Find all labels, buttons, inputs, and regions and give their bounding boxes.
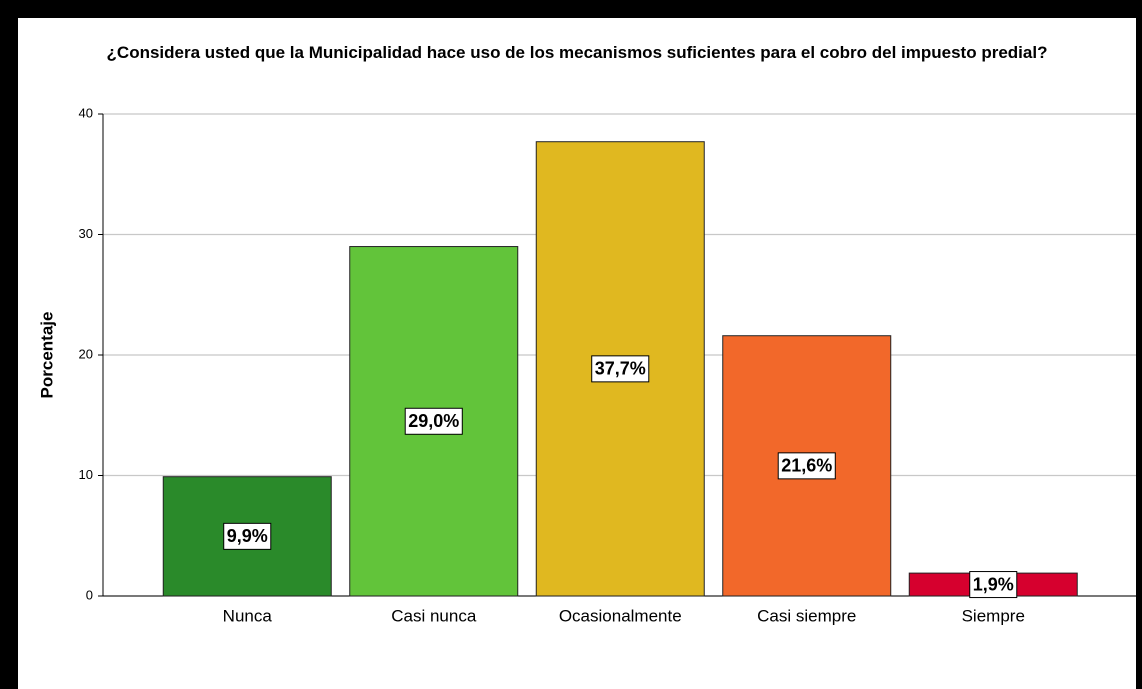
y-tick-label: 0: [86, 587, 93, 602]
chart-title: ¿Considera usted que la Municipalidad ha…: [106, 43, 1048, 62]
x-tick-label: Nunca: [223, 606, 273, 625]
y-tick-label: 40: [79, 105, 93, 120]
x-tick-label: Siempre: [962, 606, 1025, 625]
value-label: 21,6%: [781, 456, 832, 476]
y-tick-label: 20: [79, 346, 93, 361]
value-label-box: [591, 355, 650, 383]
value-label-box: [777, 452, 836, 480]
y-axis-label: Porcentaje: [37, 312, 56, 399]
value-label-box: [969, 571, 1018, 599]
value-label-box: [404, 407, 463, 435]
x-tick-label: Casi nunca: [391, 606, 477, 625]
value-label: 1,9%: [973, 574, 1014, 594]
y-tick-label: 30: [79, 226, 93, 241]
value-label: 37,7%: [595, 359, 646, 379]
bar: [722, 335, 892, 597]
y-tick-label: 10: [79, 467, 93, 482]
x-tick-label: Ocasionalmente: [559, 606, 682, 625]
value-label: 29,0%: [408, 411, 459, 431]
value-label: 9,9%: [227, 526, 268, 546]
x-tick-label: Casi siempre: [757, 606, 856, 625]
value-label-box: [223, 522, 272, 550]
